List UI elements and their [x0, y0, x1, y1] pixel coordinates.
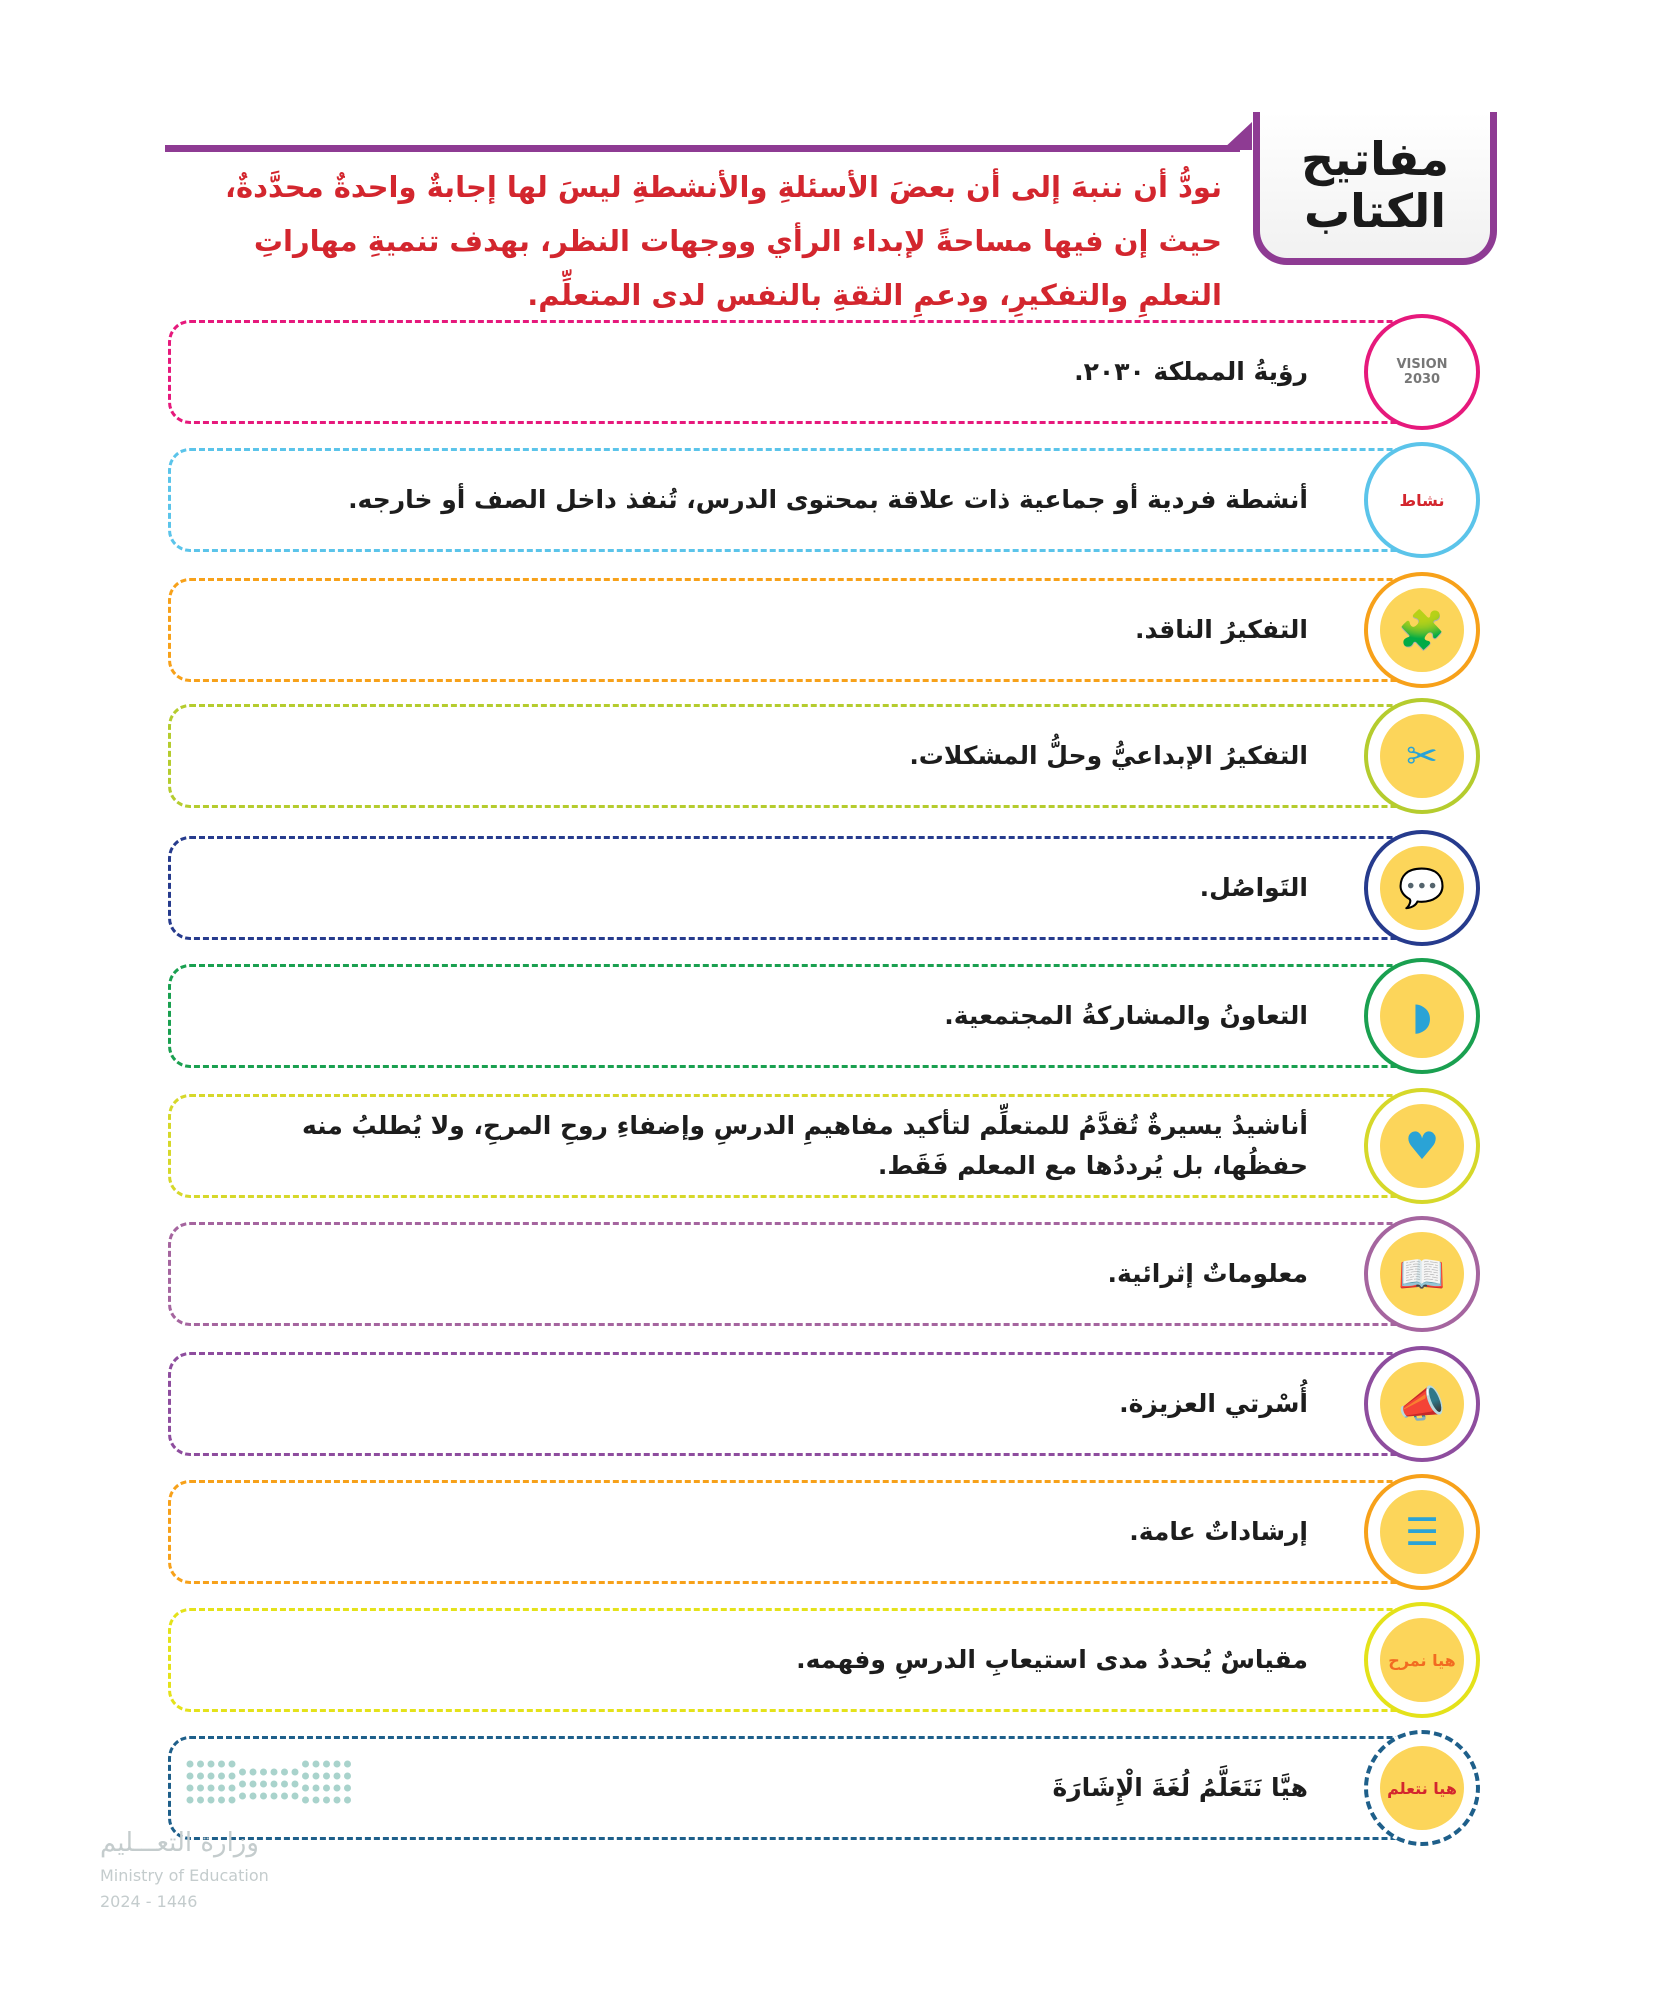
key-description: مقياسٌ يُحددُ مدى استيعابِ الدرسِ وفهمه.	[796, 1645, 1308, 1674]
ministry-name-en: Ministry of Education	[100, 1866, 269, 1885]
key-description: أُسْرتي العزيزة.	[1119, 1389, 1308, 1418]
key-description: هيَّا نَتَعَلَّمُ لُغَةَ الْإِشَارَةَ	[1052, 1773, 1308, 1802]
title-box: مفاتيح الكتاب	[1253, 112, 1497, 265]
header-rule	[165, 145, 1240, 152]
key-row: هيَّا نَتَعَلَّمُ لُغَةَ الْإِشَارَةَ	[168, 1736, 1408, 1840]
key-row: معلوماتٌ إثرائية.	[168, 1222, 1408, 1326]
title-line-2: الكتاب	[1303, 184, 1447, 238]
intro-text: نودُّ أن ننبهَ إلى أن بعضَ الأسئلةِ والأ…	[225, 170, 1222, 312]
title-line-1: مفاتيح	[1300, 132, 1450, 186]
header-rule-notch	[1222, 122, 1252, 150]
document-lines-icon: ☰	[1364, 1474, 1480, 1590]
creative-thinking-icon: ✂	[1364, 698, 1480, 814]
icon-label: VISION 2030	[1396, 357, 1448, 387]
sign-language-kids-icon: هيا نتعلم	[1364, 1730, 1480, 1846]
key-row: رؤيةُ المملكة ٢٠٣٠.	[168, 320, 1408, 424]
icon-label: نشاط	[1399, 490, 1445, 510]
saudi-map-icon: ◗	[1364, 958, 1480, 1074]
key-description: أنشطة فردية أو جماعية ذات علاقة بمحتوى ا…	[348, 485, 1308, 514]
key-row: التعاونُ والمشاركةُ المجتمعية.	[168, 964, 1408, 1068]
icon-label: هيا نمرح	[1388, 1650, 1456, 1670]
key-row: مقياسٌ يُحددُ مدى استيعابِ الدرسِ وفهمه.	[168, 1608, 1408, 1712]
key-row: أناشيدُ يسيرةٌ تُقدَّمُ للمتعلِّم لتأكيد…	[168, 1094, 1408, 1198]
speech-bubble-icon: 💬	[1364, 830, 1480, 946]
key-description: التفكيرُ الناقد.	[1134, 615, 1308, 644]
key-row: التفكيرُ الناقد.	[168, 578, 1408, 682]
key-row: أُسْرتي العزيزة.	[168, 1352, 1408, 1456]
activity-rainbow-icon: نشاط	[1364, 442, 1480, 558]
key-row: التفكيرُ الإبداعيُّ وحلُّ المشكلات.	[168, 704, 1408, 808]
icon-label: هيا نتعلم	[1387, 1778, 1457, 1798]
ministry-name-ar: وزارة التعـــليم	[100, 1828, 259, 1858]
ministry-logo-icon	[186, 1760, 351, 1804]
key-row: التَواصُل.	[168, 836, 1408, 940]
key-description: التعاونُ والمشاركةُ المجتمعية.	[944, 1001, 1308, 1030]
key-row: إرشاداتٌ عامة.	[168, 1480, 1408, 1584]
key-description: إرشاداتٌ عامة.	[1129, 1517, 1308, 1546]
key-row: أنشطة فردية أو جماعية ذات علاقة بمحتوى ا…	[168, 448, 1408, 552]
key-description: معلوماتٌ إثرائية.	[1107, 1259, 1309, 1288]
lets-have-fun-icon: هيا نمرح	[1364, 1602, 1480, 1718]
key-description: رؤيةُ المملكة ٢٠٣٠.	[1074, 357, 1308, 386]
edition-year: 2024 - 1446	[100, 1892, 198, 1911]
key-description: التَواصُل.	[1199, 873, 1308, 902]
megaphone-ear-icon: 📣	[1364, 1346, 1480, 1462]
key-description: أناشيدُ يسيرةٌ تُقدَّمُ للمتعلِّم لتأكيد…	[301, 1111, 1308, 1180]
vision-2030-logo-icon: VISION 2030	[1364, 314, 1480, 430]
key-description: التفكيرُ الإبداعيُّ وحلُّ المشكلات.	[909, 741, 1308, 770]
singing-people-icon: ♥	[1364, 1088, 1480, 1204]
puzzle-icon: 🧩	[1364, 572, 1480, 688]
open-book-icon: 📖	[1364, 1216, 1480, 1332]
